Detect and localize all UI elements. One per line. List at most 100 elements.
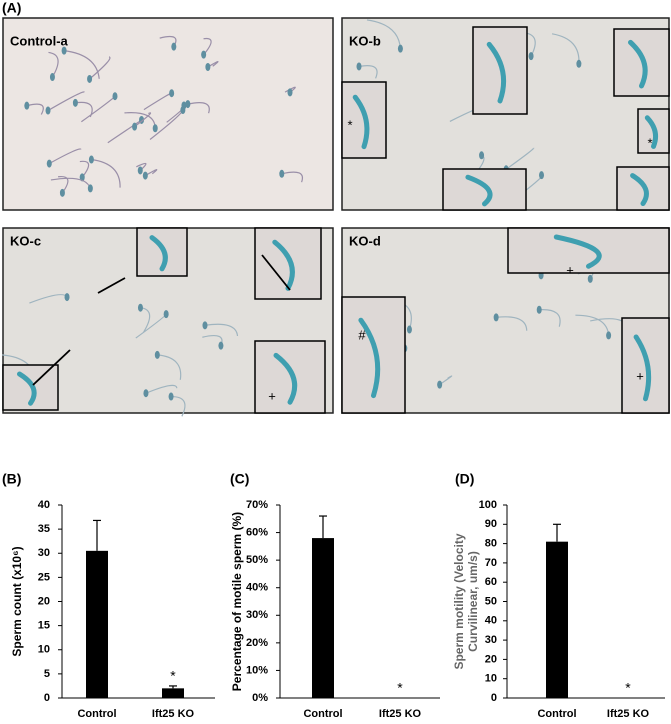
y-tick-label: 10 (485, 673, 497, 685)
sperm-cell (145, 169, 158, 177)
y-tick-label: 20 (38, 595, 50, 607)
inset-cell (17, 371, 37, 406)
sperm-cell (207, 61, 219, 68)
sperm-head (49, 73, 55, 82)
sperm-cell (47, 91, 85, 112)
sperm-cell (64, 50, 100, 79)
annotation: * (397, 680, 403, 696)
bar (86, 550, 108, 698)
inset-cell (630, 173, 649, 207)
sperm-head (171, 42, 177, 51)
y-tick-label: 30% (246, 609, 268, 621)
sperm-head (72, 98, 78, 107)
sperm-cell (187, 102, 210, 114)
x-tick-label: Control (303, 708, 342, 720)
annotation: * (625, 680, 631, 696)
y-tick-label: 80 (485, 538, 497, 550)
y-tick-label: 70 (485, 557, 497, 569)
bar (162, 688, 184, 698)
panel-label: (A) (2, 0, 21, 16)
marker: # (358, 327, 366, 342)
inset-cell (633, 334, 652, 402)
sperm-head (24, 101, 30, 110)
y-tick-label: 5 (44, 668, 50, 680)
arrow (261, 254, 291, 291)
sperm-head (536, 305, 542, 314)
panel-title: KO-b (349, 33, 381, 48)
sperm-head (356, 62, 362, 71)
inset-cell (149, 235, 168, 272)
y-tick-label: 0 (491, 692, 497, 704)
y-tick-label: 20 (485, 653, 497, 665)
x-tick-label: Control (537, 708, 576, 720)
sperm-head (201, 50, 207, 59)
inset-cell (273, 352, 298, 405)
panel-label: (C) (230, 471, 249, 487)
marker: * (647, 135, 652, 150)
sperm-head (587, 274, 593, 283)
sperm-head (46, 159, 52, 168)
panel-title: KO-c (10, 233, 41, 248)
sperm-cell (79, 160, 90, 178)
y-tick-label: 40 (485, 615, 497, 627)
sperm-head (143, 389, 149, 398)
sperm-cell (358, 65, 378, 79)
sperm-head (87, 184, 93, 193)
panel-label: (B) (2, 471, 21, 487)
y-tick-label: 0% (252, 692, 268, 704)
y-tick-label: 0 (44, 692, 50, 704)
y-tick-label: 70% (246, 499, 268, 511)
annotation: * (170, 668, 176, 684)
y-tick-label: 30 (38, 547, 50, 559)
sperm-cell (26, 103, 44, 115)
y-tick-label: 50 (485, 595, 497, 607)
y-tick-label: 25 (38, 571, 50, 583)
sperm-head (406, 325, 412, 334)
sperm-head (112, 92, 118, 101)
sperm-head (479, 151, 485, 160)
arrow (32, 349, 71, 386)
sperm-cell (505, 147, 535, 170)
sperm-head (606, 331, 612, 340)
inset-cell (486, 41, 507, 104)
sperm-head (132, 122, 138, 131)
sperm-head (169, 89, 175, 98)
y-tick-label: 35 (38, 523, 50, 535)
bar (312, 538, 334, 698)
y-tick-label: 15 (38, 620, 50, 632)
y-tick-label: 10 (38, 644, 50, 656)
x-tick-label: Control (77, 708, 116, 720)
sperm-head (397, 44, 403, 53)
sperm-head (152, 124, 158, 133)
sperm-cell (75, 101, 93, 118)
y-axis-label: Curvilinear, um/s) (466, 551, 480, 652)
inset-cell (352, 94, 370, 150)
sperm-head (180, 106, 186, 115)
sperm-head (137, 303, 143, 312)
inset-cell (358, 317, 381, 399)
sperm-cell (157, 354, 182, 380)
inset-cell (465, 174, 493, 207)
panel-title: Control-a (10, 33, 69, 48)
marker: + (268, 388, 276, 403)
sperm-cell (496, 316, 528, 331)
marker: + (636, 368, 644, 383)
x-tick-label: Ift25 KO (152, 708, 195, 720)
inset-cell (553, 234, 602, 269)
x-tick-label: Ift25 KO (379, 708, 422, 720)
y-axis-label: Sperm motility (Velocity (452, 533, 466, 669)
sperm-cell (91, 158, 121, 188)
micrograph (2, 17, 334, 211)
y-tick-label: 60 (485, 576, 497, 588)
y-tick-label: 40% (246, 582, 268, 594)
sperm-cell (281, 171, 303, 183)
sperm-cell (89, 56, 111, 80)
arrow (97, 277, 126, 294)
y-tick-label: 100 (479, 499, 497, 511)
sperm-head (61, 46, 67, 55)
sperm-head (205, 63, 211, 72)
y-tick-label: 60% (246, 526, 268, 538)
inset-cell (272, 239, 295, 291)
marker: * (347, 117, 352, 132)
